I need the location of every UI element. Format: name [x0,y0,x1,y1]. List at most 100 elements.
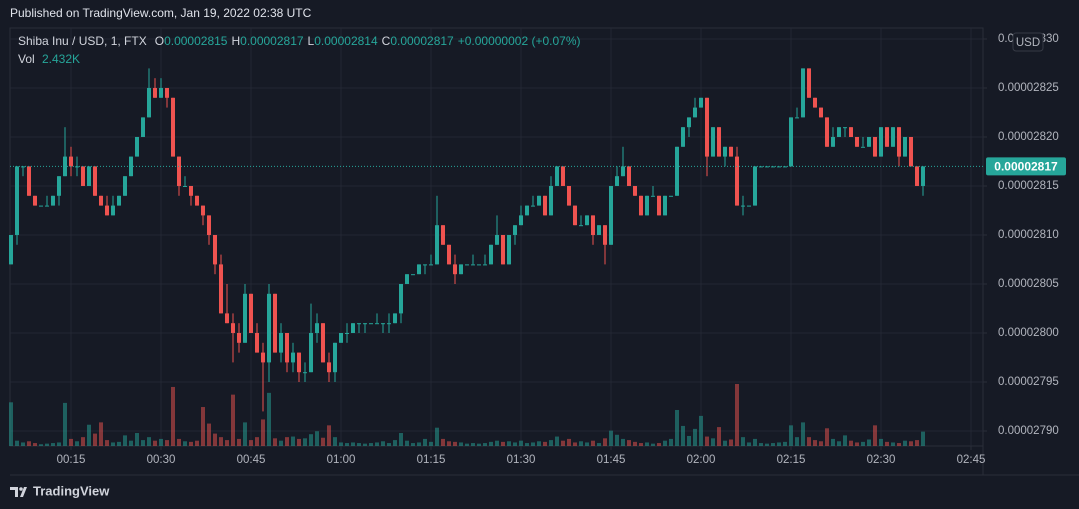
legend: Shiba Inu / USD, 1, FTX Vol 2.432K [18,34,147,66]
volume-bar [861,441,866,446]
candle-body [513,225,518,235]
ohlc-value: 0.00002815 [164,34,228,48]
candle-body [633,185,638,196]
candle-body [855,136,860,147]
volume-bar [105,440,110,446]
candle-body [627,166,632,186]
volume-bar [477,443,482,446]
volume-bar [633,441,638,446]
candle-body [177,156,182,186]
volume-bar [645,442,650,446]
candle-body [471,264,476,266]
last-price-box [986,157,1066,176]
volume-bar [621,438,626,446]
volume-bar [441,438,446,446]
candle-body [237,332,242,343]
volume-bar [795,437,800,446]
candle-body [39,205,44,207]
candle-body [387,323,392,325]
candle-body [339,332,344,343]
x-tick-label: 01:00 [327,454,356,466]
candle-body [897,127,902,157]
candle-body [825,117,830,147]
volume-bar [459,442,464,446]
candle-body [915,166,920,186]
candle-body [285,332,290,363]
candle-body [645,195,650,216]
volume-bar [261,419,266,446]
published-header: Published on TradingView.com, Jan 19, 20… [10,6,312,20]
candle-body [711,127,716,157]
x-tick-label: 01:15 [417,454,446,466]
x-tick-label: 02:00 [687,454,716,466]
ohlc-value: 0.00002814 [314,34,378,48]
volume-bar [33,443,38,446]
volume-bar [501,441,506,446]
candle-body [585,215,590,226]
volume-bar [531,442,536,446]
volume-bar [837,441,842,446]
volume-bar [405,440,410,446]
volume-bar [381,441,386,446]
volume-bar [333,437,338,446]
volume-bar [99,422,104,446]
candle-body [189,185,194,196]
candle-body [375,323,380,325]
candle-body [591,215,596,235]
candle-body [297,352,302,373]
volume-bars [9,384,926,446]
candle-body [147,87,152,118]
volume-bar [471,443,476,446]
volume-bar [807,437,812,446]
candle-body [807,68,812,98]
volume-bar [153,440,158,446]
candle-body [141,117,146,137]
volume-bar [123,435,128,446]
candle-body [813,97,818,108]
candle-body [87,166,92,186]
volume-bar [27,441,32,446]
ohlc-label: L [308,34,315,48]
volume-bar [159,438,164,446]
volume-bar [147,437,152,446]
volume-bar [411,443,416,446]
volume-bar [21,442,26,446]
candle-body [783,166,788,168]
candle-body [735,156,740,206]
candle-body [477,264,482,266]
candle-body [693,107,698,118]
candle-body [501,234,506,265]
y-tick-label: 0.00002800 [998,327,1059,339]
volume-bar [729,439,734,446]
volume-bar [207,423,212,446]
candle-body [891,127,896,147]
volume-bar [885,441,890,446]
volume-bar [435,427,440,446]
candle-body [435,225,440,265]
logo-icon [10,487,27,497]
candle-body [21,166,26,168]
volume-bar [225,440,230,446]
candle-body [543,195,548,216]
candle-body [597,225,602,235]
volume-bar [183,441,188,446]
volume-bar [141,440,146,446]
candle-body [657,195,662,216]
candle-body [153,87,158,98]
volume-bar [45,443,50,446]
candle-body [243,293,248,343]
y-tick-label: 0.00002820 [998,131,1059,143]
candle-body [753,166,758,206]
volume-bar [819,441,824,446]
candle-body [219,264,224,314]
candle-body [519,215,524,226]
volume-bar [735,384,740,446]
candle-body [417,264,422,275]
volume-bar [237,438,242,446]
candle-body [327,362,332,373]
volume-bar [201,407,206,446]
candle-body [789,117,794,167]
candle-body [537,195,542,206]
candle-body [225,313,230,324]
